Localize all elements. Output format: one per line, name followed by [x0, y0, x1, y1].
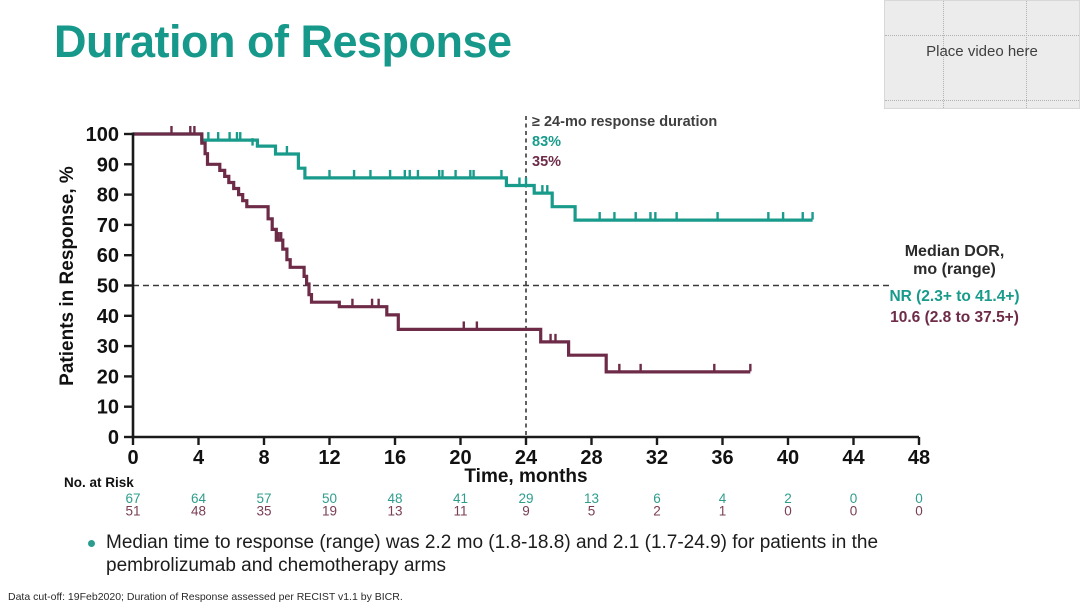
median-dor-title-line1: Median DOR,: [904, 243, 1005, 260]
risk-count-pembrolizumab: 48: [387, 491, 402, 506]
placeholder-grid-line: [1026, 1, 1027, 108]
risk-count-pembrolizumab: 57: [256, 491, 271, 506]
risk-count-chemotherapy: 0: [850, 504, 858, 519]
x-tick-label: 16: [384, 447, 406, 469]
km-curve-pembrolizumab: [133, 132, 813, 222]
risk-count-chemotherapy: 11: [453, 504, 467, 519]
bullet-point: Median time to response (range) was 2.2 …: [88, 532, 878, 577]
risk-table-label: No. at Risk: [64, 475, 134, 490]
risk-count-pembrolizumab: 67: [125, 491, 140, 506]
risk-count-chemotherapy: 51: [125, 504, 140, 519]
y-tick-label: 80: [97, 185, 119, 207]
bullet-text: Median time to response (range) was 2.2 …: [106, 532, 878, 577]
x-tick-label: 20: [449, 447, 471, 469]
risk-count-pembrolizumab: 0: [915, 491, 923, 506]
video-placeholder: Place video here: [884, 0, 1080, 109]
y-tick-label: 60: [97, 245, 119, 267]
median-dor-pembro: NR (2.3+ to 41.4+): [889, 288, 1020, 305]
x-tick-label: 44: [842, 447, 865, 469]
y-tick-label: 50: [97, 276, 119, 298]
y-tick-label: 20: [97, 366, 119, 388]
risk-count-chemotherapy: 0: [784, 504, 792, 519]
bullet-icon: [88, 540, 95, 547]
risk-count-pembrolizumab: 29: [518, 491, 533, 506]
risk-count-pembrolizumab: 6: [653, 491, 661, 506]
median-dor-chemo: 10.6 (2.8 to 37.5+): [890, 309, 1019, 326]
risk-count-chemotherapy: 0: [915, 504, 923, 519]
x-tick-label: 32: [646, 447, 668, 469]
x-tick-label: 8: [258, 447, 269, 469]
x-tick-label: 12: [318, 447, 340, 469]
y-tick-label: 0: [108, 427, 119, 449]
km-curve-chemotherapy: [133, 132, 751, 374]
y-tick-label: 30: [97, 336, 119, 358]
page-title: Duration of Response: [54, 16, 512, 67]
x-tick-label: 28: [580, 447, 602, 469]
y-axis-title: Patients in Response, %: [57, 166, 78, 386]
risk-count-pembrolizumab: 4: [719, 491, 727, 506]
y-tick-label: 100: [86, 124, 119, 146]
chemo-24mo-pct: 35%: [532, 154, 562, 170]
risk-count-chemotherapy: 2: [653, 504, 661, 519]
placeholder-grid-line: [943, 1, 944, 108]
risk-count-pembrolizumab: 0: [850, 491, 858, 506]
median-dor-block: Median DOR, mo (range) NR (2.3+ to 41.4+…: [862, 243, 1047, 329]
bullet-line-1: Median time to response (range) was 2.2 …: [106, 532, 879, 553]
placeholder-grid-line: [885, 35, 1079, 36]
risk-count-chemotherapy: 9: [522, 504, 530, 519]
risk-count-pembrolizumab: 64: [191, 491, 207, 506]
x-tick-label: 4: [193, 447, 205, 469]
y-tick-label: 70: [97, 215, 119, 237]
pembro-24mo-pct: 83%: [532, 134, 562, 150]
x-tick-label: 24: [515, 447, 538, 469]
risk-count-pembrolizumab: 2: [784, 491, 792, 506]
median-dor-title-line2: mo (range): [913, 261, 996, 278]
risk-count-chemotherapy: 35: [256, 504, 271, 519]
risk-count-chemotherapy: 19: [322, 504, 337, 519]
risk-count-chemotherapy: 1: [719, 504, 727, 519]
y-tick-label: 90: [97, 154, 119, 176]
response-duration-annotation: ≥ 24-mo response duration 83% 35%: [532, 112, 717, 172]
x-axis-title: Time, months: [464, 466, 587, 487]
risk-count-pembrolizumab: 50: [322, 491, 337, 506]
x-tick-label: 40: [777, 447, 799, 469]
annotation-title: ≥ 24-mo response duration: [532, 114, 718, 130]
risk-count-pembrolizumab: 41: [453, 491, 468, 506]
placeholder-grid-line: [885, 100, 1079, 101]
risk-count-pembrolizumab: 13: [584, 491, 599, 506]
risk-count-chemotherapy: 5: [588, 504, 596, 519]
risk-count-chemotherapy: 13: [387, 504, 402, 519]
footnote: Data cut-off: 19Feb2020; Duration of Res…: [8, 591, 403, 603]
x-tick-label: 36: [711, 447, 733, 469]
risk-count-chemotherapy: 48: [191, 504, 206, 519]
bullet-line-2: pembrolizumab and chemotherapy arms: [106, 554, 447, 576]
video-placeholder-label: Place video here: [926, 43, 1038, 60]
y-tick-label: 40: [97, 306, 119, 328]
x-tick-label: 48: [908, 447, 930, 469]
x-tick-label: 0: [127, 447, 138, 469]
y-tick-label: 10: [97, 397, 119, 419]
